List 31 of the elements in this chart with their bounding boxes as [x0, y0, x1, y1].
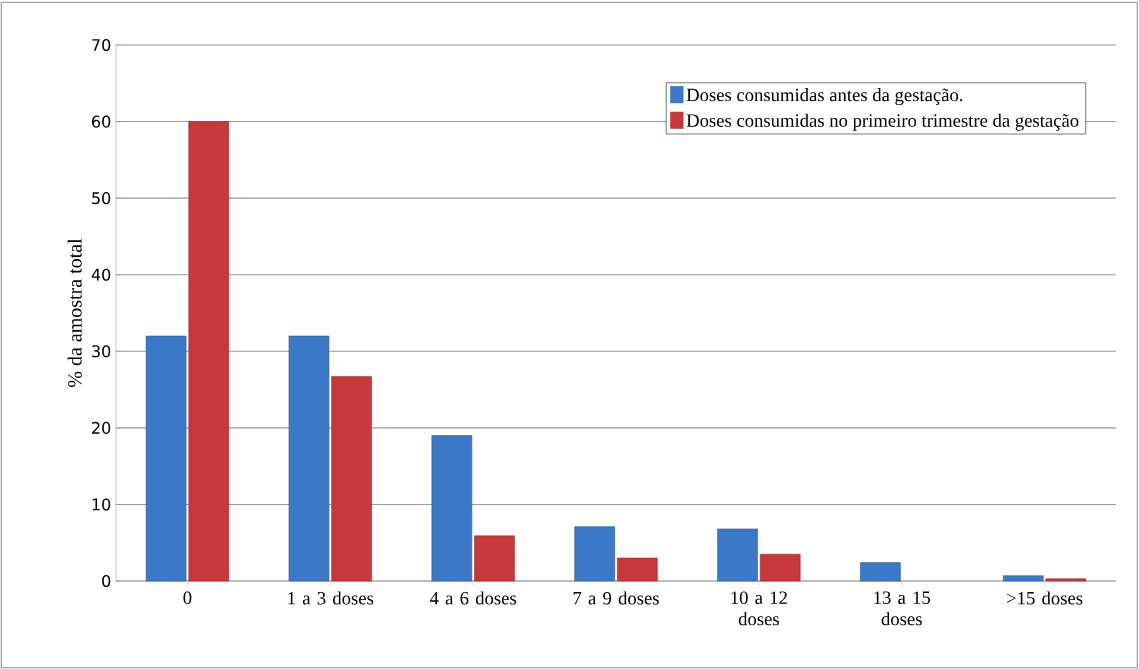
- bar: [860, 562, 901, 582]
- bar: [331, 376, 372, 582]
- x-tick-label: 10 a 12 doses: [731, 591, 787, 626]
- bar: [717, 528, 758, 582]
- bar: [288, 335, 330, 582]
- x-tick-label: >15 doses: [1007, 591, 1083, 605]
- x-tick-label: 7 a 9 doses: [573, 591, 659, 605]
- bar: [759, 553, 801, 582]
- y-tick-label: 20: [92, 421, 111, 434]
- bar: [188, 121, 230, 582]
- bar: [431, 435, 473, 582]
- x-tick-label: 4 a 6 doses: [429, 591, 516, 605]
- y-tick-label: 30: [92, 345, 111, 358]
- y-tick-label: 60: [92, 115, 111, 128]
- y-tick-label: 0: [102, 574, 111, 588]
- bar: [1045, 578, 1087, 582]
- bar: [1002, 575, 1044, 582]
- y-tick-label: 50: [92, 192, 111, 205]
- bar: [574, 526, 615, 582]
- y-axis-title: % da amostra total: [67, 238, 82, 388]
- y-tick-label: 40: [91, 268, 111, 281]
- x-tick-label: 1 a 3 doses: [288, 591, 374, 605]
- y-tick-label: 70: [92, 38, 111, 52]
- x-tick-label: 0: [183, 591, 192, 605]
- legend-label: Doses consumidas no primeiro trimestre da gestação: [686, 113, 1079, 131]
- bar: [617, 557, 658, 582]
- y-tick-label: 10: [92, 498, 111, 511]
- x-tick-label: 13 a 15 doses: [874, 591, 931, 626]
- bar: [145, 335, 187, 582]
- bar: [474, 535, 515, 582]
- legend-label: Doses consumidas antes da gestação.: [686, 88, 963, 106]
